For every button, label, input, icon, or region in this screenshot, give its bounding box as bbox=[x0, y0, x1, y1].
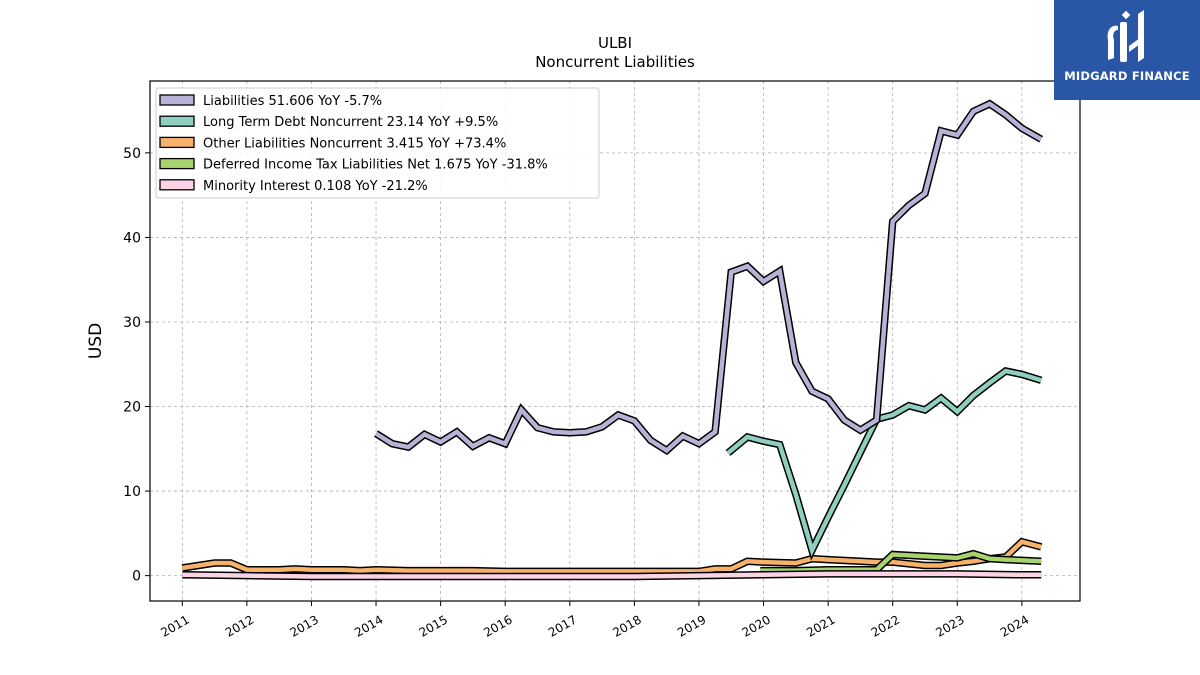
legend-swatch bbox=[159, 157, 195, 170]
x-tick-label: 2024 bbox=[998, 612, 1031, 639]
x-tick-label: 2015 bbox=[417, 612, 450, 639]
y-tick-label: 20 bbox=[123, 400, 141, 416]
legend-label: Liabilities 51.606 YoY -5.7% bbox=[203, 94, 382, 109]
series-line bbox=[374, 101, 1043, 454]
y-tick-label: 40 bbox=[123, 230, 141, 246]
x-tick-label: 2020 bbox=[740, 612, 773, 639]
y-tick-label: 10 bbox=[123, 484, 141, 500]
x-tick-label: 2017 bbox=[546, 612, 579, 639]
series-line bbox=[726, 368, 1042, 557]
legend: Liabilities 51.606 YoY -5.7% Long Term De… bbox=[155, 87, 600, 199]
y-tick-label: 0 bbox=[132, 569, 141, 585]
x-tick-label: 2022 bbox=[869, 612, 902, 639]
legend-swatch bbox=[159, 136, 195, 149]
x-tick-label: 2014 bbox=[352, 612, 385, 639]
series-line bbox=[182, 571, 1042, 579]
legend-label: Other Liabilities Noncurrent 3.415 YoY +… bbox=[203, 136, 506, 151]
x-tick-label: 2012 bbox=[223, 612, 256, 639]
legend-swatch bbox=[159, 94, 195, 106]
chart-title: ULBI bbox=[598, 34, 632, 52]
midgard-logo-icon bbox=[1107, 10, 1144, 62]
series-outline bbox=[725, 366, 1043, 561]
x-tick-label: 2013 bbox=[288, 612, 321, 639]
series-line bbox=[181, 539, 1042, 574]
x-tick-label: 2016 bbox=[481, 612, 514, 639]
x-tick-label: 2011 bbox=[158, 612, 191, 639]
brand-name: MIDGARD FINANCE bbox=[1064, 69, 1190, 83]
series-lines bbox=[181, 99, 1044, 581]
brand-logo: MIDGARD FINANCE bbox=[1054, 0, 1200, 100]
legend-frame bbox=[155, 87, 600, 199]
legend-swatch bbox=[159, 115, 195, 127]
x-tick-label: 2019 bbox=[675, 612, 708, 639]
chart-subtitle: Noncurrent Liabilities bbox=[535, 53, 695, 71]
x-tick-label: 2023 bbox=[933, 612, 966, 639]
plot-frame bbox=[149, 80, 1081, 602]
legend-label: Deferred Income Tax Liabilities Net 1.67… bbox=[203, 158, 548, 173]
legend-label: Long Term Debt Noncurrent 23.14 YoY +9.5… bbox=[203, 115, 498, 130]
y-axis-label: USD bbox=[86, 323, 106, 359]
y-tick-label: 50 bbox=[123, 146, 141, 162]
x-tick-label: 2018 bbox=[610, 612, 643, 639]
legend-label: Minority Interest 0.108 YoY -21.2% bbox=[203, 179, 428, 194]
y-tick-label: 30 bbox=[123, 315, 141, 331]
series-line bbox=[760, 551, 1042, 573]
legend-swatch bbox=[159, 179, 195, 191]
x-axis: 2011 2012 2013 2014 2015 2016 2017 2018 2019 2020… bbox=[158, 601, 1031, 640]
y-axis: 0 10 20 30 40 50 bbox=[123, 146, 150, 585]
x-tick-label: 2021 bbox=[804, 612, 837, 639]
